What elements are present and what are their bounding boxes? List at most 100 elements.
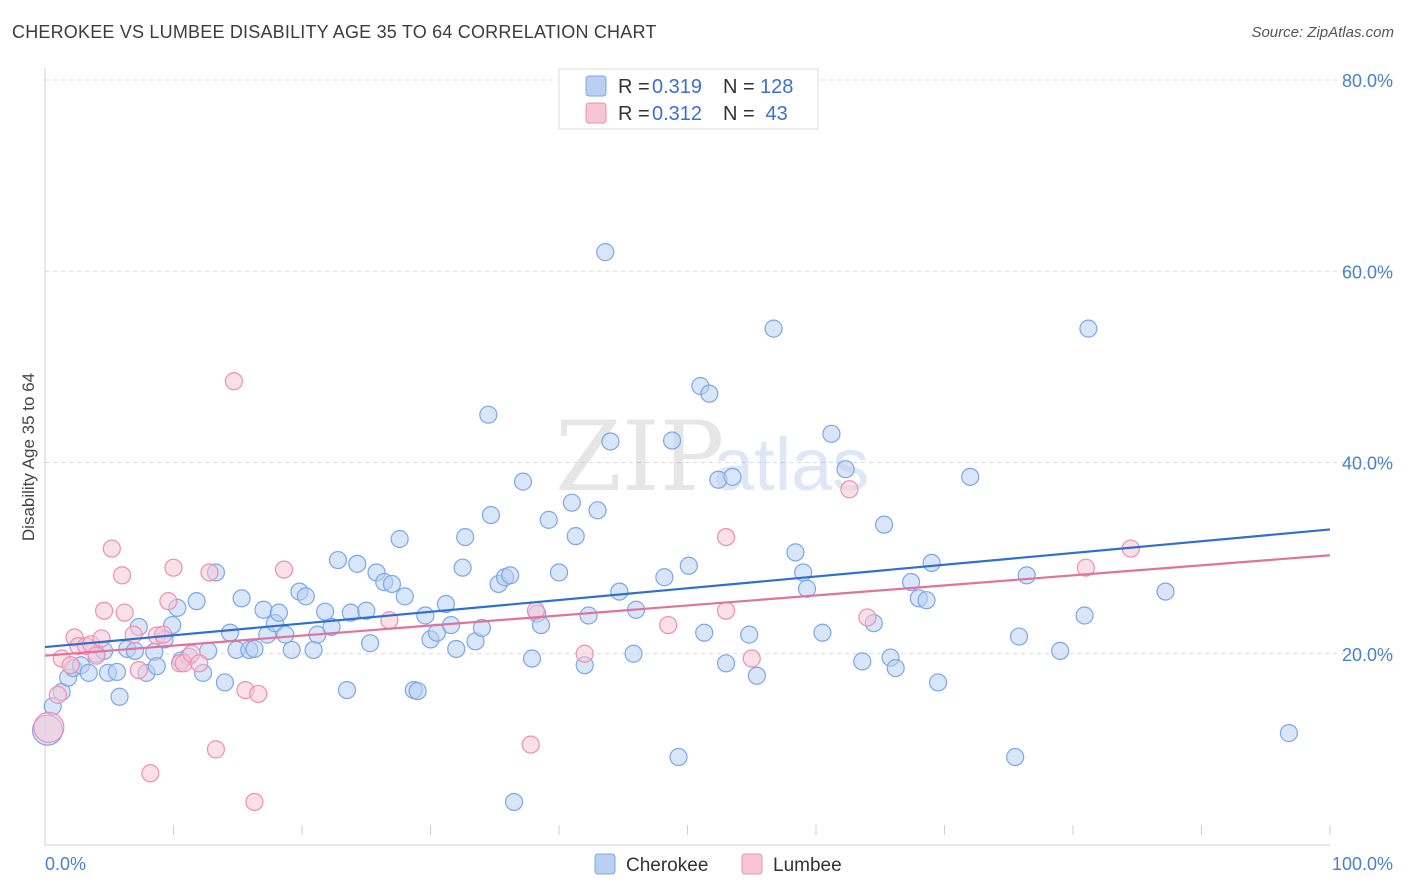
cherokee-point-90 — [655, 568, 674, 587]
cherokee-point-98 — [716, 654, 736, 673]
cherokee-point-120 — [1006, 747, 1025, 767]
lumbee-point-36 — [659, 615, 678, 635]
lumbee-point-25 — [200, 563, 219, 582]
cherokee-point-117 — [922, 553, 941, 573]
cherokee-point-123 — [1051, 641, 1070, 660]
cherokee-point-105 — [797, 579, 817, 598]
lumbee-point-39 — [742, 649, 761, 668]
cherokee-point-49 — [357, 601, 376, 620]
cherokee-point-121 — [1009, 627, 1029, 646]
source-label: Source: ZipAtlas.com — [1251, 24, 1394, 41]
cherokee-point-33 — [254, 600, 273, 619]
lumbee-point-1 — [48, 685, 67, 704]
trend-lines — [44, 528, 1331, 657]
lumbee-point-20 — [164, 558, 183, 577]
cherokee-point-83 — [579, 606, 598, 625]
cherokee-trend-line — [44, 528, 1331, 649]
cherokee-point-65 — [456, 527, 475, 547]
legend-n-value-lumbee: 43 — [760, 103, 788, 125]
cherokee-point-30 — [232, 589, 251, 608]
stats-legend: R = 0.319 N = 128 R = 0.312 N = 43 — [558, 68, 819, 130]
legend-r-value-lumbee: 0.312 — [652, 103, 702, 125]
y-axis-title: Disability Age 35 to 64 — [19, 373, 38, 541]
bottom-legend-label-cherokee: Cherokee — [626, 855, 708, 876]
legend-r-label-lumbee: R = — [618, 103, 650, 125]
legend-n-label-lumbee: N = — [723, 103, 755, 125]
cherokee-point-85 — [596, 243, 615, 262]
y-tick-label-40: 40.0% — [1342, 454, 1393, 474]
cherokee-point-57 — [408, 681, 427, 701]
lumbee-point-19 — [159, 592, 178, 611]
cherokee-point-23 — [187, 592, 206, 611]
lumbee-point-35 — [575, 644, 594, 663]
lumbee-point-0 — [33, 711, 65, 743]
lumbee-point-43 — [1076, 558, 1095, 577]
watermark-zip: ZIP — [555, 401, 724, 513]
cherokee-point-40 — [296, 587, 315, 606]
cherokee-point-63 — [447, 639, 466, 659]
cherokee-point-72 — [501, 566, 520, 585]
cherokee-point-96 — [700, 384, 719, 403]
watermark: ZIP atlas — [555, 401, 869, 513]
lumbee-point-27 — [224, 372, 243, 391]
cherokee-point-88 — [624, 644, 643, 663]
cherokee-point-41 — [304, 640, 323, 660]
cherokee-point-100 — [740, 625, 759, 644]
cherokee-point-67 — [472, 618, 491, 638]
cherokee-point-54 — [390, 529, 409, 549]
cherokee-point-127 — [1279, 724, 1298, 743]
cherokee-point-44 — [322, 617, 341, 637]
cherokee-point-95 — [695, 623, 714, 642]
lumbee-point-37 — [716, 527, 736, 547]
cherokee-point-91 — [662, 431, 682, 450]
cherokee-point-6 — [79, 663, 98, 682]
legend-swatch-lumbee — [585, 102, 607, 124]
cherokee-point-80 — [562, 493, 581, 512]
lumbee-point-11 — [102, 539, 121, 558]
cherokee-point-102 — [764, 319, 783, 338]
cherokee-point-53 — [382, 574, 402, 594]
x-tick-label-max: 100.0% — [1332, 854, 1393, 874]
lumbee-point-26 — [206, 740, 226, 759]
cherokee-point-79 — [549, 563, 569, 582]
chart-title: CHEROKEE VS LUMBEE DISABILITY AGE 35 TO … — [12, 22, 657, 42]
cherokee-point-28 — [220, 623, 240, 642]
cherokee-point-116 — [917, 591, 936, 610]
cherokee-point-46 — [337, 680, 357, 700]
cherokee-point-126 — [1156, 582, 1175, 601]
cherokee-point-45 — [328, 550, 348, 570]
cherokee-point-125 — [1079, 319, 1098, 338]
cherokee-point-32 — [245, 639, 264, 659]
cherokee-point-106 — [813, 623, 832, 642]
cherokee-point-17 — [147, 657, 166, 676]
cherokee-point-103 — [786, 543, 805, 562]
cherokee-point-48 — [348, 554, 367, 573]
cherokee-point-118 — [928, 673, 948, 692]
lumbee-trend-line — [44, 554, 1331, 657]
lumbee-point-9 — [92, 629, 111, 648]
lumbee-point-31 — [274, 560, 294, 579]
cherokee-point-124 — [1075, 606, 1094, 625]
cherokee-point-43 — [316, 602, 335, 621]
cherokee-point-99 — [723, 467, 742, 486]
cherokee-point-13 — [125, 641, 145, 660]
cherokee-point-58 — [416, 606, 435, 625]
cherokee-point-81 — [566, 527, 585, 546]
x-tick-label-min: 0.0% — [45, 854, 86, 874]
y-tick-label-80: 80.0% — [1342, 71, 1393, 91]
cherokee-point-122 — [1017, 566, 1036, 585]
y-tick-label-20: 20.0% — [1342, 645, 1393, 665]
cherokee-point-68 — [479, 405, 498, 424]
legend-n-value-cherokee: 128 — [760, 76, 793, 98]
legend-swatch-cherokee — [585, 75, 607, 97]
cherokee-point-114 — [901, 572, 921, 592]
lumbee-point-33 — [521, 735, 540, 754]
series-legend: Cherokee Lumbee — [594, 853, 842, 876]
bottom-legend-swatch-cherokee — [594, 853, 616, 875]
bottom-legend-swatch-lumbee — [741, 853, 763, 875]
cherokee-point-55 — [395, 587, 414, 606]
cherokee-point-78 — [539, 510, 558, 529]
cherokee-point-119 — [961, 467, 980, 486]
bottom-legend-label-lumbee: Lumbee — [773, 855, 842, 876]
